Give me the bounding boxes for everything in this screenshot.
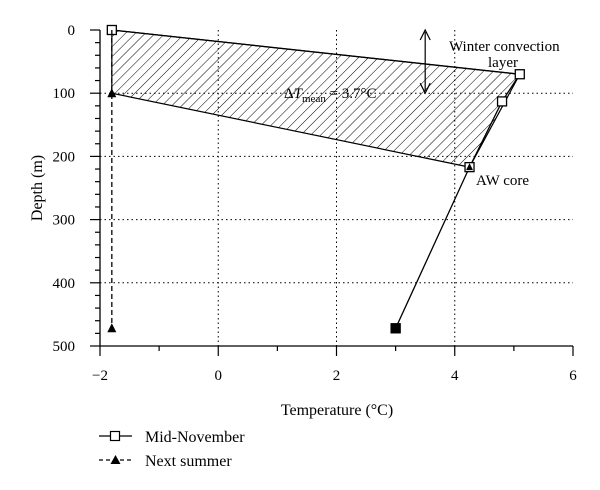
x-tick-label: 2 — [333, 368, 341, 384]
series-group — [106, 24, 525, 334]
grid-lines — [100, 30, 573, 346]
axis-ticks: −2 0 2 4 6 0 100 200 300 400 500 — [53, 23, 578, 384]
data-point-square — [496, 96, 508, 107]
y-tick-label: 100 — [53, 86, 76, 102]
delta-t-subscript: mean — [302, 93, 326, 105]
x-tick-label: 6 — [569, 368, 577, 384]
y-tick-label: 0 — [68, 23, 76, 39]
y-tick-label: 500 — [53, 339, 76, 355]
legend-label-mid-november: Mid-November — [145, 429, 245, 446]
delta-symbol: Δ — [284, 86, 294, 102]
data-point-square — [514, 69, 525, 80]
legend-marker-filled-triangle — [110, 455, 121, 464]
legend: Mid-November Next summer — [99, 429, 245, 470]
x-tick-label: 0 — [215, 368, 223, 384]
x-tick-label: 4 — [451, 368, 459, 384]
convection-arrow-head-top — [419, 28, 431, 41]
convection-arrow-head-bottom — [419, 82, 431, 95]
aw-core-label: AW core — [476, 173, 529, 189]
data-point-filled-square — [390, 323, 401, 334]
y-axis-title: Depth (m) — [29, 155, 46, 221]
data-point-triangle — [107, 323, 117, 333]
data-point-triangle — [107, 88, 117, 98]
winter-convection-label-line1: Winter convection — [449, 39, 560, 55]
legend-marker-open-square — [109, 430, 121, 442]
delta-t-mean-label: ΔTmean = 3.7°C — [284, 86, 377, 105]
data-point-triangle — [466, 163, 474, 171]
x-tick-label: −2 — [92, 368, 108, 384]
x-axis-title: Temperature (°C) — [281, 402, 393, 419]
delta-t-value: = 3.7°C — [326, 86, 377, 102]
legend-label-next-summer: Next summer — [145, 453, 232, 470]
winter-convection-label-line2: layer — [488, 55, 518, 71]
y-tick-label: 400 — [53, 276, 76, 292]
delta-t-variable: T — [294, 86, 304, 102]
y-tick-label: 300 — [53, 213, 76, 229]
convection-arrow-group — [419, 28, 431, 95]
hatched-region — [111, 30, 520, 168]
y-tick-label: 200 — [53, 149, 76, 165]
